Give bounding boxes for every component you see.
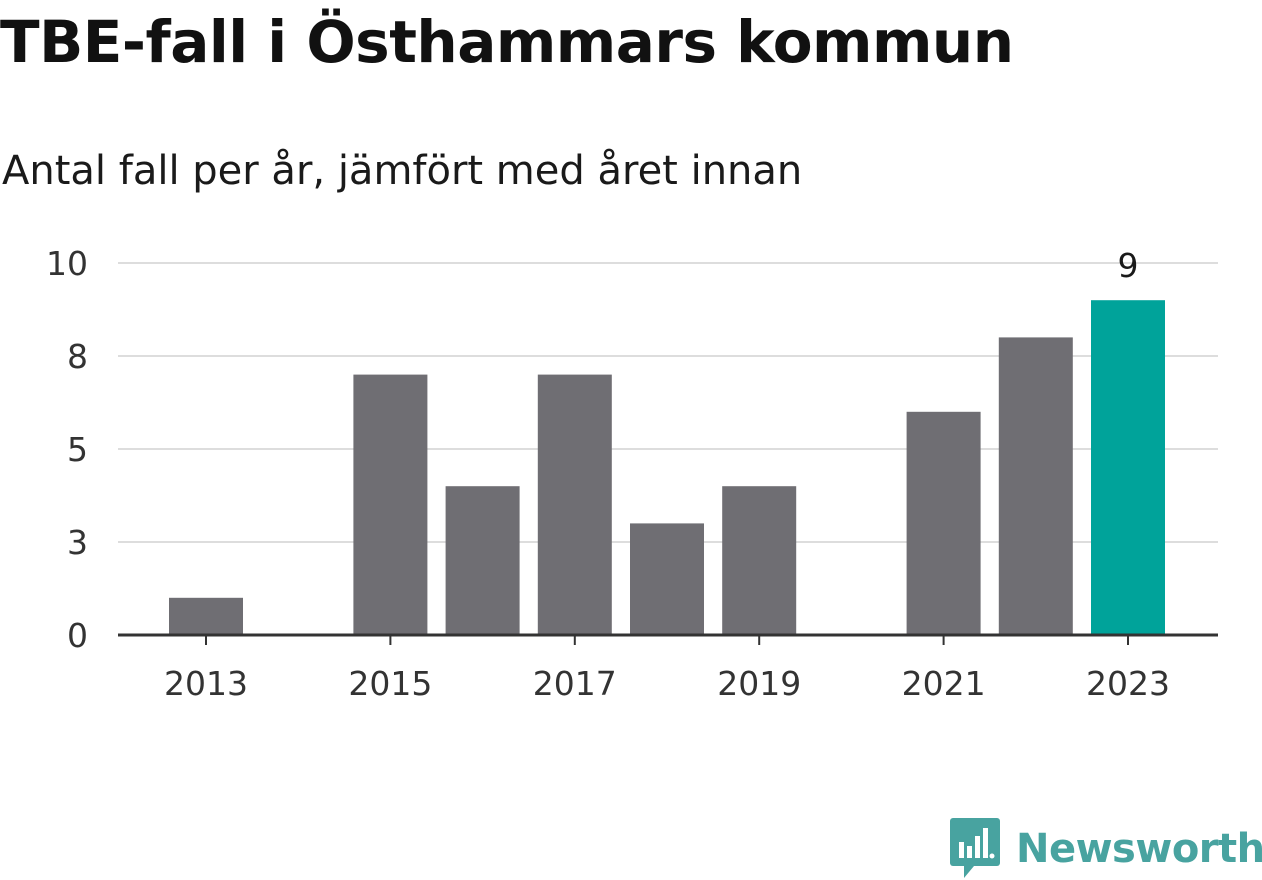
x-tick-label: 2015 (348, 664, 432, 703)
bar (630, 523, 704, 635)
x-tick-label: 2021 (902, 664, 986, 703)
brand-logo[interactable]: Newsworthy (950, 818, 1262, 880)
bar (169, 597, 243, 635)
bar (537, 374, 612, 635)
bar (998, 337, 1073, 635)
bar-highlight (1091, 300, 1165, 635)
data-label: 9 (1118, 246, 1139, 285)
bar (445, 486, 520, 635)
x-tick-label: 2017 (533, 664, 617, 703)
chart-subtitle: Antal fall per år, jämfört med året inna… (2, 148, 803, 194)
y-tick-label: 3 (67, 523, 88, 562)
x-tick-label: 2013 (164, 664, 248, 703)
bar (722, 486, 797, 635)
bar (353, 374, 428, 635)
x-tick-label: 2019 (717, 664, 801, 703)
y-tick-label: 10 (46, 244, 88, 283)
x-tick-label: 2023 (1086, 664, 1170, 703)
y-tick-label: 5 (67, 430, 88, 469)
newsworthy-logo-icon (950, 818, 1000, 878)
brand-name: Newsworthy (1016, 826, 1262, 872)
chart-title: TBE-fall i Östhammars kommun (0, 8, 1014, 76)
bar (906, 411, 981, 635)
y-tick-label: 8 (67, 337, 88, 376)
bar-chart: 0 3 5 8 10 9 2013 2015 2017 2019 2021 2023 (46, 244, 1218, 703)
y-tick-label: 0 (67, 616, 88, 655)
